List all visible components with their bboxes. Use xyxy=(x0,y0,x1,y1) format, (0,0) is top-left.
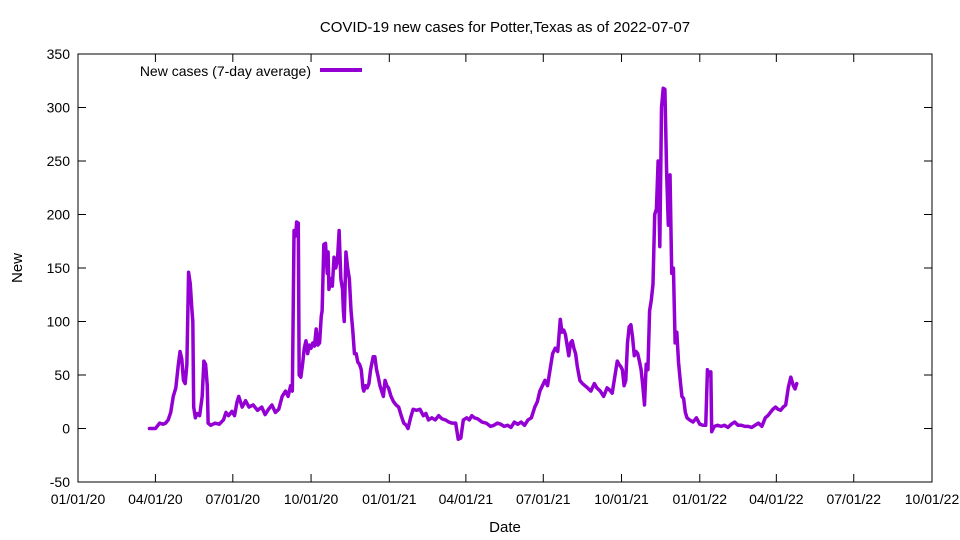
series-layer xyxy=(147,86,799,441)
y-axis-label: New xyxy=(9,253,26,283)
x-tick-label: 04/01/20 xyxy=(128,491,183,507)
chart-title: COVID-19 new cases for Potter,Texas as o… xyxy=(320,19,690,36)
y-tick-label: 0 xyxy=(62,421,70,437)
x-tick-label: 07/01/20 xyxy=(206,491,261,507)
y-tick-label: 50 xyxy=(54,367,70,383)
x-tick-label: 01/01/20 xyxy=(51,491,106,507)
y-tick-label: -50 xyxy=(50,474,70,490)
legend: New cases (7-day average) xyxy=(140,63,362,79)
x-axis-label: Date xyxy=(489,519,521,536)
x-tick-label: 10/01/22 xyxy=(905,491,960,507)
x-tick-label: 10/01/20 xyxy=(284,491,339,507)
x-tick-label: 07/01/22 xyxy=(826,491,881,507)
y-axis: -50 0 50 100 150 200 250 300 350 xyxy=(47,46,932,490)
y-tick-label: 250 xyxy=(47,153,71,169)
series-line xyxy=(147,86,799,441)
y-tick-label: 200 xyxy=(47,207,71,223)
legend-label: New cases (7-day average) xyxy=(140,63,311,79)
y-tick-label: 300 xyxy=(47,100,71,116)
x-tick-label: 01/01/21 xyxy=(362,491,417,507)
x-tick-label: 10/01/21 xyxy=(594,491,649,507)
x-axis: 01/01/20 04/01/20 07/01/20 10/01/20 01/01/21… xyxy=(51,54,960,507)
plot-frame xyxy=(77,53,933,483)
x-tick-label: 01/01/22 xyxy=(673,491,728,507)
x-tick-label: 04/01/21 xyxy=(439,491,494,507)
x-tick-label: 04/01/22 xyxy=(749,491,804,507)
y-tick-label: 350 xyxy=(47,46,71,62)
x-tick-label: 07/01/21 xyxy=(516,491,571,507)
y-tick-label: 100 xyxy=(47,314,71,330)
y-tick-label: 150 xyxy=(47,260,71,276)
